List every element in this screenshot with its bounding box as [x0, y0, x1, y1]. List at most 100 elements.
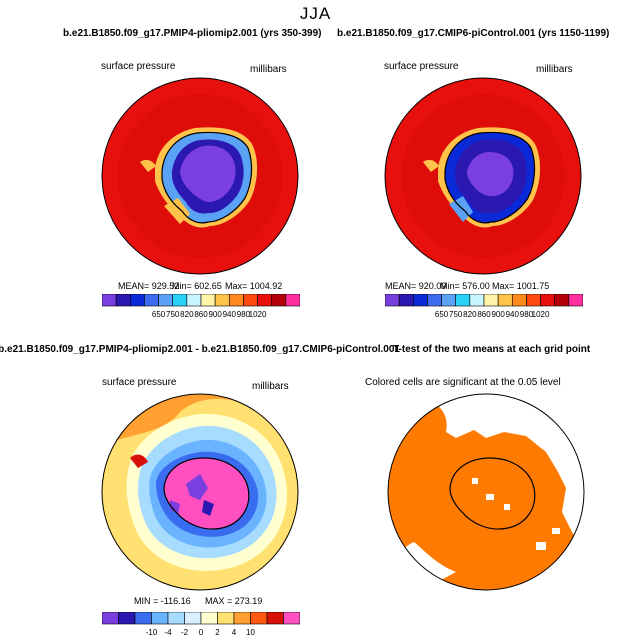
panel1-plateau-field	[180, 145, 236, 202]
panel3-map-border	[101, 393, 299, 591]
panel3-colorbar: -10 -4 -2 0 2 4 10	[102, 612, 300, 637]
colorbar-box	[540, 294, 556, 307]
colorbar-tick-label: 980	[520, 310, 534, 319]
colorbar-box	[441, 294, 457, 307]
panel1-coastline	[161, 131, 253, 224]
panel3-coastline	[163, 457, 250, 530]
colorbar-box	[483, 294, 499, 307]
colorbar-tick-label: 0	[199, 628, 204, 637]
colorbar-tick-label: 650	[435, 310, 449, 319]
panel3-map	[101, 393, 299, 591]
panel3-antarctica-field	[164, 458, 249, 530]
panel2-max-stat: Max= 1001.75	[492, 281, 550, 291]
colorbar-tick-label: 940	[506, 310, 520, 319]
colorbar-box	[257, 294, 273, 307]
colorbar-box	[511, 294, 527, 307]
panel2-units-label: millibars	[536, 64, 573, 75]
panel1-map	[101, 77, 299, 275]
colorbar-tick-label: 1020	[249, 310, 267, 319]
colorbar-tick-label: 650	[152, 310, 166, 319]
panel2-coastline	[444, 131, 536, 224]
colorbar-tick-label: 4	[232, 628, 237, 637]
colorbar-box	[243, 294, 258, 307]
panel2-variable-label: surface pressure	[384, 61, 459, 72]
colorbar-box	[233, 612, 251, 625]
colorbar-tick-label: 10	[246, 628, 255, 637]
colorbar-box	[427, 294, 442, 307]
panel3-title: b.e21.B1850.f09_g17.PMIP4-pliomip2.001 -…	[0, 344, 400, 355]
colorbar-box	[115, 294, 131, 307]
colorbar-box	[285, 294, 300, 307]
colorbar-box	[167, 612, 185, 625]
panel1-min-stat: Min= 602.65	[172, 281, 222, 291]
colorbar-box	[200, 294, 216, 307]
colorbar-box	[151, 612, 169, 625]
panel3-variable-label: surface pressure	[102, 377, 177, 388]
colorbar-box	[271, 294, 287, 307]
panel4-coastline	[449, 457, 536, 530]
panel2-mean-stat: MEAN= 920.09	[385, 281, 447, 291]
figure-title: JJA	[299, 4, 332, 23]
colorbar-box	[102, 612, 119, 625]
colorbar-box	[250, 612, 268, 625]
colorbar-tick-label: -2	[181, 628, 189, 637]
panel4-map-border	[387, 393, 585, 591]
panel2-min-stat: Min= 576.00	[440, 281, 490, 291]
panel4-title: T-test of the two means at each grid poi…	[393, 344, 591, 355]
panel1-max-stat: Max= 1004.92	[225, 281, 283, 291]
colorbar-box	[172, 294, 188, 307]
panel2-plateau-field	[467, 152, 514, 197]
colorbar-tick-label: 750	[166, 310, 180, 319]
colorbar-tick-label: 940	[223, 310, 237, 319]
colorbar-tick-label: 900	[208, 310, 222, 319]
colorbar-box	[134, 612, 152, 625]
colorbar-tick-label: 1020	[532, 310, 550, 319]
colorbar-box	[283, 612, 300, 625]
colorbar-tick-label: 860	[194, 310, 208, 319]
panel3-title-clip: b.e21.B1850.f09_g17.PMIP4-pliomip2.001 -…	[0, 344, 400, 355]
colorbar-box	[554, 294, 570, 307]
colorbar-box	[385, 294, 400, 307]
colorbar-box	[455, 294, 471, 307]
panel3-units-label: millibars	[252, 381, 289, 392]
colorbar-box	[186, 294, 202, 307]
colorbar-box	[102, 294, 117, 307]
colorbar-box	[217, 612, 235, 625]
colorbar-box	[118, 612, 136, 625]
panel1-mean-stat: MEAN= 929.52	[118, 281, 180, 291]
colorbar-tick-label: 860	[477, 310, 491, 319]
colorbar-tick-label: 900	[491, 310, 505, 319]
colorbar-box	[568, 294, 583, 307]
panel2-map	[384, 77, 582, 275]
colorbar-tick-label: 820	[180, 310, 194, 319]
colorbar-tick-label: -10	[146, 628, 158, 637]
panel2-map-border	[384, 77, 582, 275]
colorbar-box	[129, 294, 145, 307]
panel4-map	[387, 393, 585, 591]
colorbar-tick-label: 980	[237, 310, 251, 319]
colorbar-box	[497, 294, 513, 307]
colorbar-box	[158, 294, 174, 307]
colorbar-box	[266, 612, 284, 625]
colorbar-tick-label: 2	[215, 628, 220, 637]
colorbar-box	[214, 294, 230, 307]
panel1-variable-label: surface pressure	[101, 61, 176, 72]
panel4-label: Colored cells are significant at the 0.0…	[365, 377, 561, 388]
panel2-title: b.e21.B1850.f09_g17.CMIP6-piControl.001 …	[337, 28, 610, 39]
panel1-title: b.e21.B1850.f09_g17.PMIP4-pliomip2.001 (…	[63, 28, 322, 39]
panel3-min-stat: MIN = -116.16	[134, 596, 191, 606]
colorbar-box	[469, 294, 485, 307]
colorbar-box	[412, 294, 428, 307]
colorbar-box	[184, 612, 202, 625]
panel1-units-label: millibars	[250, 64, 287, 75]
colorbar-box	[144, 294, 159, 307]
panel1-map-border	[101, 77, 299, 275]
panel3-max-stat: MAX = 273.19	[205, 596, 263, 606]
colorbar-box	[228, 294, 244, 307]
colorbar-tick-label: 820	[463, 310, 477, 319]
colorbar-box	[200, 612, 218, 625]
colorbar-box	[398, 294, 414, 307]
colorbar-tick-label: -4	[164, 628, 172, 637]
